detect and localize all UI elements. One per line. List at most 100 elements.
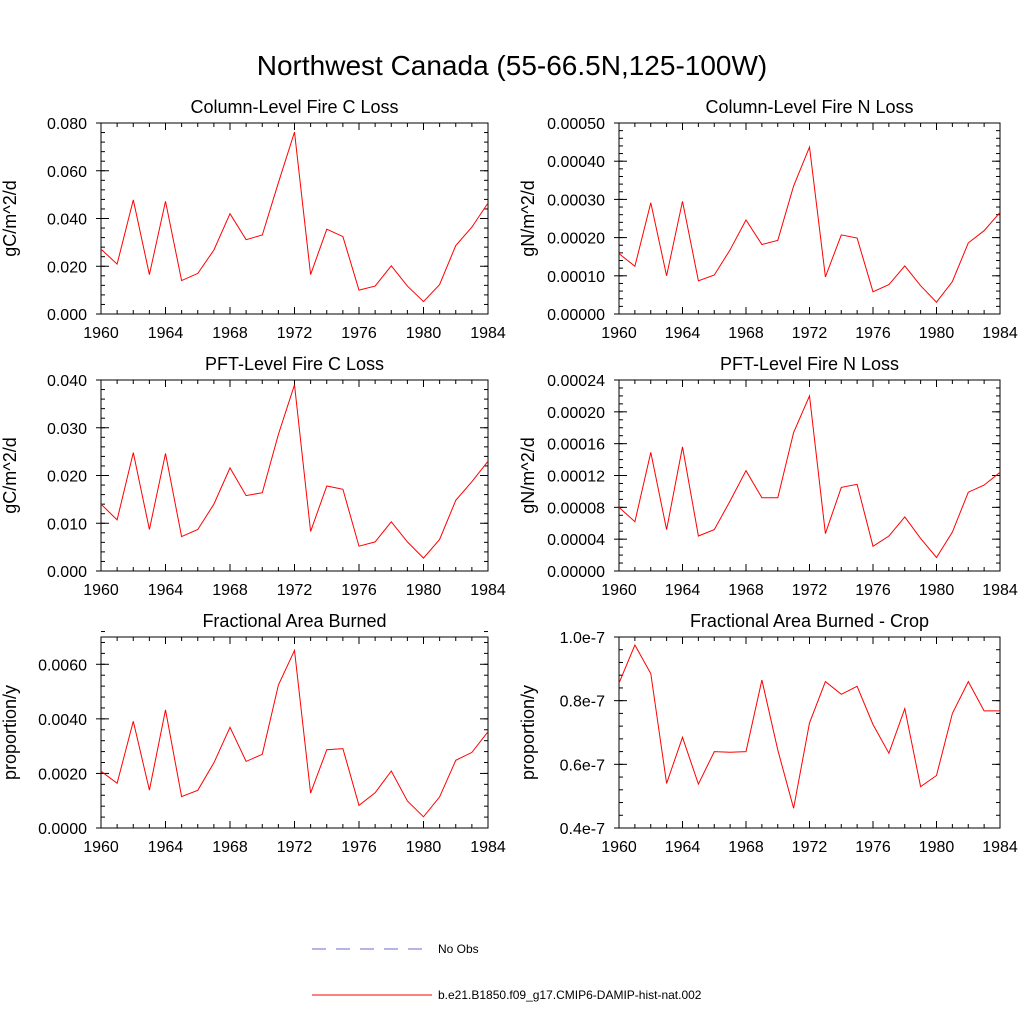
x-tick-label: 1972 — [792, 582, 828, 599]
x-tick-label: 1968 — [212, 582, 248, 599]
y-tick-label: 0.00030 — [547, 192, 605, 209]
y-tick-label: 0.4e-7 — [560, 821, 605, 838]
chart-panel-4: PFT-Level Fire N Loss gN/m^2/d 1960 1964 196… — [518, 354, 1018, 599]
y-axis-label: gN/m^2/d — [518, 437, 538, 513]
x-tick-label: 1968 — [728, 582, 764, 599]
y-tick-label: 0.060 — [47, 164, 87, 181]
x-tick-label: 1960 — [601, 582, 637, 599]
chart-title: PFT-Level Fire N Loss — [720, 354, 899, 374]
x-tick-label: 1980 — [406, 839, 442, 856]
y-tick-label: 0.0020 — [38, 766, 87, 783]
y-tick-label: 0.0060 — [38, 657, 87, 674]
x-tick-label: 1964 — [148, 582, 184, 599]
y-tick-label: 0.00000 — [547, 307, 605, 324]
x-tick-label: 1964 — [148, 325, 184, 342]
y-tick-label: 0.00008 — [547, 500, 605, 517]
series-line-1 — [618, 643, 1000, 809]
y-tick-label: 0.00050 — [547, 116, 605, 133]
x-tick-label: 1972 — [277, 582, 313, 599]
x-tick-label: 1980 — [406, 325, 442, 342]
series-line-1 — [618, 393, 1001, 559]
x-tick-label: 1968 — [212, 325, 248, 342]
x-tick-label: 1980 — [919, 582, 955, 599]
x-tick-label: 1984 — [470, 839, 506, 856]
plot-frame — [100, 379, 489, 572]
y-tick-label: 0.00040 — [547, 154, 605, 171]
y-axis-label: gC/m^2/d — [0, 180, 20, 256]
x-tick-label: 1964 — [665, 582, 701, 599]
x-tick-label: 1968 — [212, 839, 248, 856]
legend: No Obs b.e21.B1850.f09_g17.CMIP6-DAMIP-h… — [312, 942, 702, 1002]
chart-panel-2: Column-Level Fire N Loss gN/m^2/d 1960 1964… — [518, 97, 1018, 342]
x-tick-label: 1960 — [601, 839, 637, 856]
plot-frame — [100, 122, 489, 315]
y-axis-label: gC/m^2/d — [0, 437, 20, 513]
chart-panels: Column-Level Fire C Loss gC/m^2/d 1960 1964… — [0, 97, 1018, 856]
x-tick-label: 1976 — [855, 839, 891, 856]
x-tick-label: 1976 — [341, 839, 377, 856]
y-tick-label: 0.000 — [47, 307, 87, 324]
y-tick-label: 0.00024 — [547, 373, 605, 390]
x-tick-label: 1972 — [792, 325, 828, 342]
x-tick-label: 1976 — [341, 582, 377, 599]
x-tick-label: 1980 — [406, 582, 442, 599]
x-tick-label: 1980 — [919, 325, 955, 342]
plot-frame — [618, 122, 1001, 315]
y-tick-label: 0.080 — [47, 116, 87, 133]
y-tick-label: 0.0040 — [38, 712, 87, 729]
x-tick-label: 1972 — [792, 839, 828, 856]
y-tick-label: 0.6e-7 — [560, 757, 605, 774]
y-axis-label: proportion/y — [518, 685, 538, 780]
series-line-1 — [100, 131, 489, 303]
x-tick-label: 1972 — [277, 839, 313, 856]
chart-panel-6: Fractional Area Burned - Crop proportion/… — [518, 611, 1018, 856]
figure-title: Northwest Canada (55-66.5N,125-100W) — [257, 50, 767, 81]
x-tick-label: 1968 — [728, 839, 764, 856]
y-axis-label: proportion/y — [0, 685, 20, 780]
x-tick-label: 1984 — [470, 582, 506, 599]
y-tick-label: 0.00010 — [547, 269, 605, 286]
chart-title: Fractional Area Burned — [202, 611, 386, 631]
series-line-1 — [618, 145, 1001, 303]
legend-label-model-run: b.e21.B1850.f09_g17.CMIP6-DAMIP-hist-nat… — [438, 988, 702, 1002]
y-tick-label: 1.0e-7 — [560, 630, 605, 647]
x-tick-label: 1976 — [341, 325, 377, 342]
x-tick-label: 1984 — [982, 325, 1018, 342]
y-tick-label: 0.020 — [47, 469, 87, 486]
chart-title: Column-Level Fire N Loss — [705, 97, 913, 117]
chart-title: PFT-Level Fire C Loss — [205, 354, 384, 374]
x-tick-label: 1960 — [601, 325, 637, 342]
x-tick-label: 1960 — [83, 325, 119, 342]
x-tick-label: 1976 — [855, 582, 891, 599]
y-tick-label: 0.00000 — [547, 564, 605, 581]
plot-frame — [618, 379, 1001, 572]
series-line-1 — [100, 384, 489, 559]
x-tick-label: 1964 — [665, 325, 701, 342]
x-tick-label: 1984 — [470, 325, 506, 342]
y-tick-label: 0.8e-7 — [560, 694, 605, 711]
y-tick-label: 0.0000 — [38, 821, 87, 838]
x-tick-label: 1984 — [982, 839, 1018, 856]
x-tick-label: 1976 — [855, 325, 891, 342]
series-line-1 — [100, 648, 489, 818]
y-tick-label: 0.010 — [47, 516, 87, 533]
y-tick-label: 0.00020 — [547, 405, 605, 422]
x-tick-label: 1980 — [919, 839, 955, 856]
y-tick-label: 0.020 — [47, 259, 87, 276]
x-tick-label: 1972 — [277, 325, 313, 342]
chart-title: Column-Level Fire C Loss — [190, 97, 398, 117]
y-tick-label: 0.040 — [47, 212, 87, 229]
x-tick-label: 1968 — [728, 325, 764, 342]
x-tick-label: 1960 — [83, 839, 119, 856]
plot-frame — [618, 636, 1001, 829]
chart-title: Fractional Area Burned - Crop — [690, 611, 929, 631]
y-tick-label: 0.00020 — [547, 231, 605, 248]
x-tick-label: 1964 — [665, 839, 701, 856]
y-tick-label: 0.000 — [47, 564, 87, 581]
plot-frame — [100, 636, 489, 829]
x-tick-label: 1964 — [148, 839, 184, 856]
y-tick-label: 0.030 — [47, 421, 87, 438]
legend-label-no-obs: No Obs — [438, 942, 479, 956]
y-tick-label: 0.00016 — [547, 437, 605, 454]
